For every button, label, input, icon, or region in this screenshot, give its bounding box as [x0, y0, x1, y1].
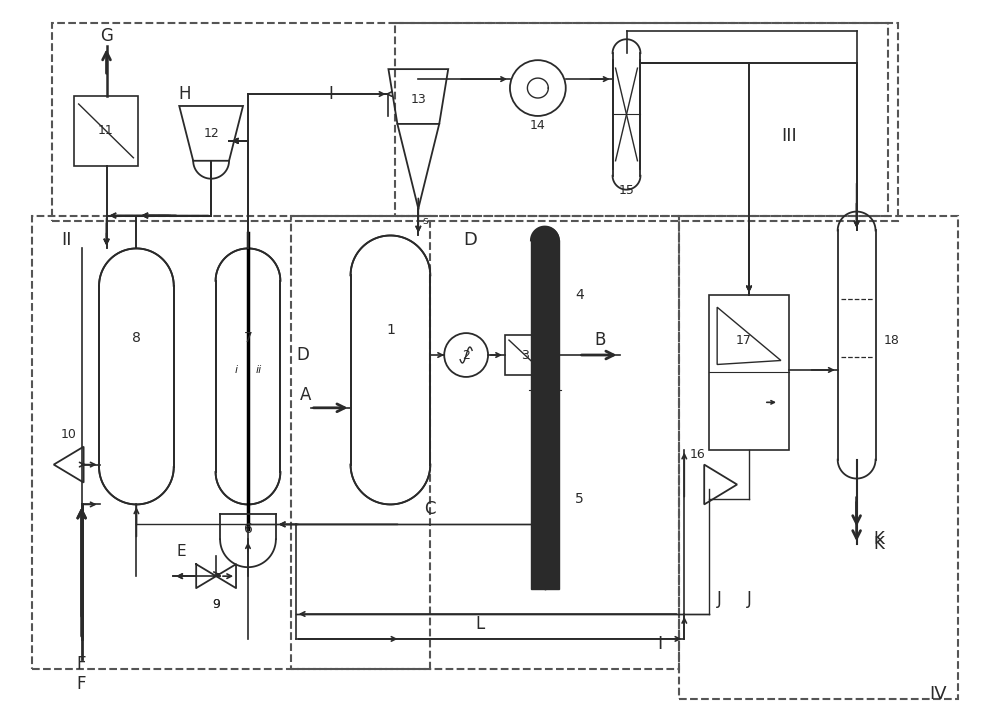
Text: 12: 12 [203, 127, 219, 141]
Bar [291, 215, 679, 668]
Bar [679, 215, 958, 699]
Text: 17: 17 [736, 334, 752, 347]
Text: 13: 13 [410, 93, 426, 106]
Text: 9: 9 [212, 597, 220, 610]
Text: 16: 16 [689, 448, 705, 461]
Text: 4: 4 [575, 288, 584, 302]
Text: D: D [296, 346, 309, 364]
Text: I: I [328, 85, 333, 103]
Text: ii: ii [256, 365, 262, 375]
Bar [531, 241, 559, 589]
Text: 11: 11 [98, 124, 114, 137]
Text: 7: 7 [244, 331, 252, 345]
Bar [74, 96, 138, 166]
Polygon shape [351, 465, 430, 505]
Polygon shape [216, 472, 280, 505]
Text: F: F [77, 655, 86, 673]
Polygon shape [99, 390, 174, 467]
Text: H: H [178, 85, 190, 103]
Text: II: II [61, 231, 72, 249]
Text: 15: 15 [619, 184, 634, 197]
Text: J: J [747, 590, 751, 608]
Text: 10: 10 [61, 428, 77, 441]
Text: 8: 8 [132, 331, 141, 345]
Text: G: G [100, 27, 113, 45]
Text: I: I [657, 635, 662, 653]
Text: J: J [717, 590, 722, 608]
Text: L: L [475, 615, 485, 633]
Text: IV: IV [929, 685, 947, 703]
Text: 1: 1 [386, 322, 395, 337]
Text: B: B [594, 331, 605, 349]
Text: 9: 9 [212, 597, 220, 610]
Text: K: K [873, 531, 884, 549]
Bar [395, 23, 888, 215]
Bar [709, 295, 789, 449]
Text: 3: 3 [521, 348, 529, 362]
Polygon shape [99, 467, 174, 505]
Text: 5: 5 [575, 493, 584, 506]
Text: III: III [781, 127, 797, 145]
Text: 2: 2 [462, 348, 470, 362]
Bar [32, 215, 430, 668]
Text: C: C [425, 500, 436, 518]
Text: A: A [300, 386, 311, 404]
Text: i: i [234, 365, 238, 375]
Text: 14: 14 [530, 119, 546, 132]
Text: E: E [176, 544, 186, 559]
Text: D: D [463, 231, 477, 249]
Text: 18: 18 [884, 334, 899, 347]
Bar [505, 335, 545, 375]
Text: 6: 6 [244, 522, 252, 536]
Polygon shape [351, 390, 430, 465]
Polygon shape [216, 390, 280, 472]
Text: s: s [422, 215, 428, 225]
Text: K: K [873, 536, 884, 554]
Bar [52, 23, 898, 220]
Text: F: F [77, 675, 86, 693]
